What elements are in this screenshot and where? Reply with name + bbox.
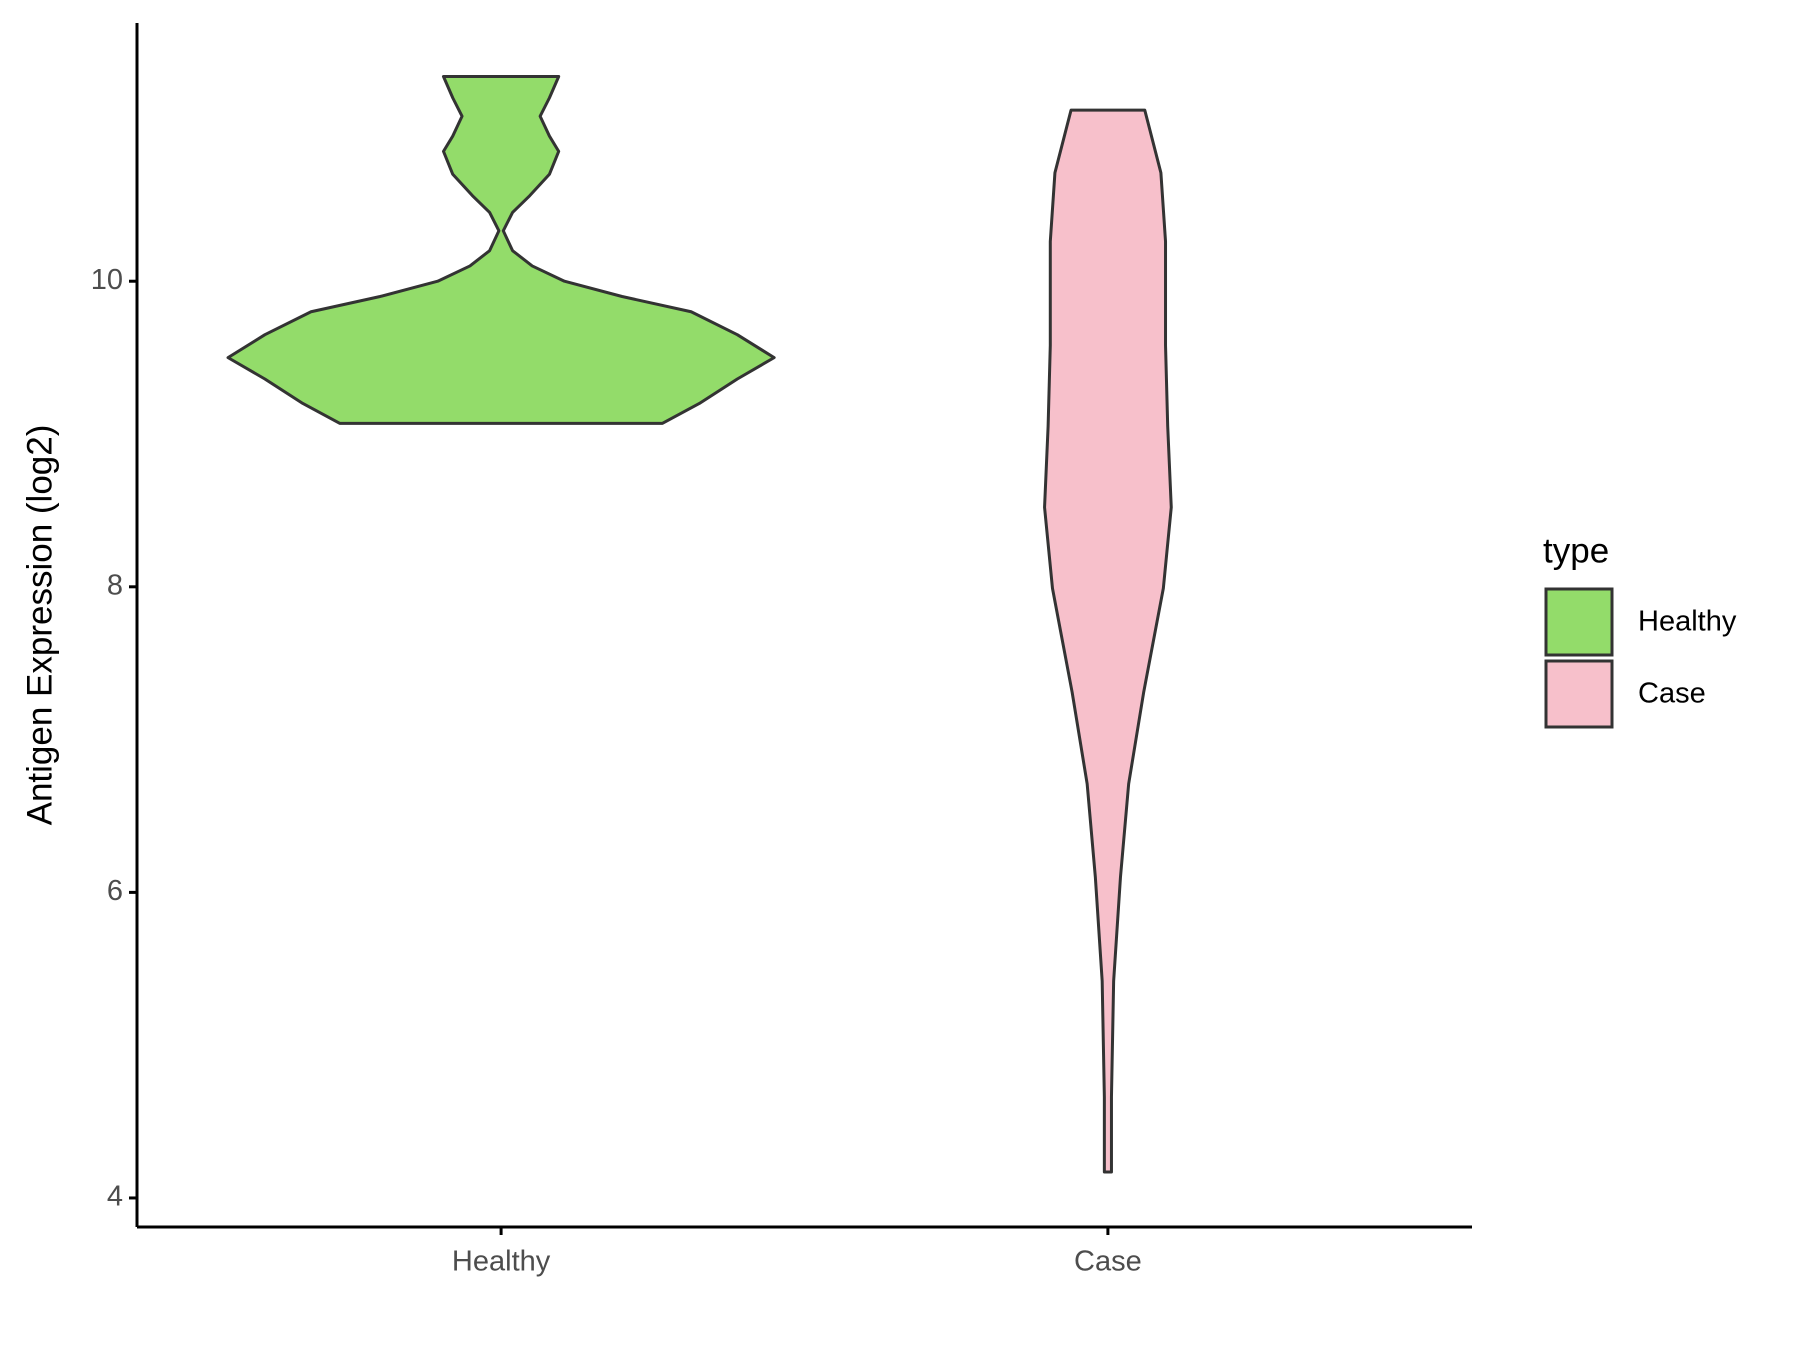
violin [1043,108,1173,1174]
x-tick-label: Healthy [452,1246,551,1278]
legend-key [1544,587,1614,657]
violin [226,74,776,425]
legend-label: Healthy [1638,606,1737,638]
legend-label: Case [1638,678,1706,710]
y-tick-label: 10 [91,264,123,296]
y-axis-title: Antigen Expression (log2) [20,425,59,826]
legend-title: type [1543,531,1609,570]
y-tick-label: 4 [107,1181,123,1213]
x-tick-label: Case [1074,1246,1142,1278]
y-tick-label: 8 [107,569,123,601]
legend-key [1544,659,1614,729]
y-tick-label: 6 [107,875,123,907]
